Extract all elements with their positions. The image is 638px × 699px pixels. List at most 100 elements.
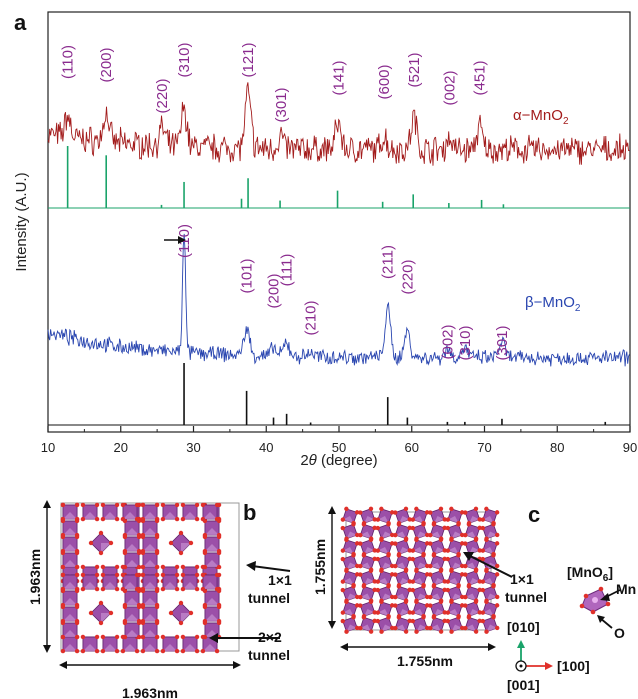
peak-index-label: (111) — [279, 254, 296, 287]
octahedron-facet — [204, 560, 220, 568]
oxygen-atom — [114, 516, 120, 522]
panel-label-b: b — [243, 500, 256, 525]
octahedron-facet — [434, 516, 445, 524]
octahedron-facet — [346, 593, 358, 601]
oxygen-atom — [414, 599, 419, 605]
oxygen-atom — [428, 532, 433, 538]
oxygen-atom — [344, 629, 349, 634]
tunnel-2x2-label: 2×2 — [258, 629, 282, 645]
oxygen-atom — [428, 594, 433, 600]
oxygen-atom — [414, 568, 419, 574]
oxygen-atom — [386, 615, 391, 620]
oxygen-atom — [122, 634, 128, 640]
oxygen-atom — [94, 572, 100, 578]
oxygen-atom — [375, 618, 380, 624]
oxygen-atom — [477, 579, 482, 584]
octahedron-facet — [364, 609, 375, 617]
oxygen-atom — [202, 534, 208, 540]
oxygen-atom — [428, 603, 433, 608]
oxygen-atom — [174, 502, 180, 508]
oxygen-atom — [202, 564, 208, 570]
oxygen-atom — [60, 604, 66, 610]
oxygen-atom — [351, 615, 356, 620]
oxygen-atom — [358, 594, 363, 600]
octahedron-facet — [204, 598, 220, 606]
octahedron-facet — [447, 516, 459, 524]
oxygen-atom — [174, 648, 180, 654]
octahedron-facet — [62, 598, 78, 606]
octahedron-facet — [416, 624, 428, 632]
oxygen-atom — [375, 548, 381, 553]
octahedron-facet — [62, 582, 78, 590]
oxygen-atom — [355, 532, 360, 538]
octahedron-facet — [399, 578, 410, 586]
tunnel-1x1-word-b: tunnel — [248, 590, 290, 606]
oxygen-atom — [154, 620, 160, 626]
struct-b-annotations: 1.963nm 1.963nm 1×1 tunnel 2×2 tunnel — [27, 500, 292, 699]
oxygen-atom — [60, 564, 66, 570]
oxygen-atom — [361, 584, 367, 589]
mn-label: Mn — [616, 581, 636, 597]
octahedron-facet — [486, 593, 498, 601]
octahedron-facet — [482, 578, 494, 586]
octahedron-facet — [62, 544, 78, 552]
oxygen-atom — [340, 587, 345, 593]
oxygen-atom — [466, 522, 472, 527]
oxygen-atom — [410, 525, 415, 531]
oxygen-atom — [60, 648, 66, 654]
oxygen-atom — [100, 572, 106, 578]
octahedron-facet — [142, 560, 158, 568]
oxygen-atom — [154, 588, 160, 594]
oxygen-atom — [375, 525, 380, 531]
octahedron-facet — [360, 593, 372, 601]
oxygen-atom — [459, 603, 465, 608]
struct-c-width-label: 1.755nm — [397, 653, 453, 669]
peak-index-label: (301) — [273, 87, 290, 122]
oxygen-atom — [466, 584, 472, 589]
peak-index-label: (110) — [176, 224, 193, 258]
x-tick-label: 80 — [550, 440, 564, 455]
oxygen-atom — [194, 634, 200, 640]
oxygen-atom — [80, 586, 86, 592]
oxygen-atom — [477, 618, 482, 624]
oxygen-atom — [134, 572, 140, 578]
oxygen-atom — [154, 572, 160, 578]
oxygen-atom — [421, 584, 426, 589]
x-tick-label: 30 — [186, 440, 200, 455]
oxygen-atom — [495, 594, 500, 600]
oxygen-atom — [180, 586, 186, 592]
oxygen-atom — [60, 534, 66, 540]
oxygen-atom — [202, 550, 208, 556]
oxygen-atom — [80, 634, 86, 640]
oxygen-atom — [60, 518, 66, 524]
octahedron-facet — [416, 531, 428, 539]
oxygen-atom — [372, 618, 377, 624]
oxygen-atom — [442, 618, 447, 624]
oxygen-atom — [421, 615, 426, 620]
oxygen-atom — [60, 620, 66, 626]
oxygen-atom — [134, 502, 140, 508]
octahedron-facet — [447, 578, 459, 586]
oxygen-atom — [407, 556, 412, 562]
oxygen-atom — [424, 572, 430, 577]
oxygen-atom — [122, 534, 128, 540]
oxygen-atom — [60, 588, 66, 594]
oxygen-atom — [459, 572, 465, 577]
oxygen-atom — [442, 548, 447, 553]
oxygen-atom — [194, 502, 200, 508]
octahedron-facet — [181, 543, 191, 553]
oxygen-atom — [495, 532, 500, 538]
oxygen-atom — [154, 564, 160, 570]
oxygen-atom — [445, 556, 450, 562]
oxygen-atom — [410, 556, 415, 562]
oxygen-atom — [122, 604, 128, 610]
xrd-chart: 10 20 30 40 50 60 70 80 90 (110) (200) (220) (310) (1… — [41, 42, 637, 455]
oxygen-atom — [80, 572, 86, 578]
oxygen-atom — [414, 537, 419, 543]
octahedron-facet — [447, 609, 459, 617]
oxygen-atom — [442, 610, 447, 615]
oxygen-atom — [114, 648, 120, 654]
oxygen-atom — [194, 586, 200, 592]
octahedron-facet — [346, 562, 358, 570]
oxygen-atom — [428, 572, 433, 577]
